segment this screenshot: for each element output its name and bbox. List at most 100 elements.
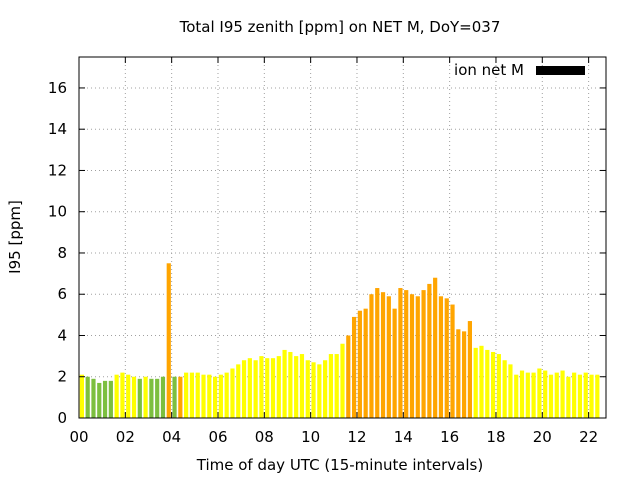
bars — [79, 263, 600, 418]
bar — [577, 374, 583, 418]
bar — [415, 296, 420, 418]
bar — [595, 374, 600, 418]
bar — [236, 364, 241, 418]
bar — [85, 376, 90, 418]
x-tick-label: 04 — [162, 428, 181, 446]
bar — [479, 345, 484, 418]
bar — [334, 354, 339, 418]
bar — [462, 331, 467, 418]
bar — [363, 308, 368, 418]
bar — [328, 354, 334, 418]
bar — [421, 290, 426, 418]
plot-frame — [78, 56, 607, 419]
bar — [514, 374, 519, 418]
bar — [247, 358, 252, 418]
bar — [450, 304, 455, 418]
x-tick-label: 12 — [347, 428, 366, 446]
bar — [97, 382, 102, 418]
y-tick-label: 4 — [57, 326, 67, 344]
bar — [560, 370, 565, 418]
bar — [519, 370, 525, 418]
bar — [114, 374, 119, 418]
bar — [369, 294, 374, 418]
bar — [409, 294, 415, 418]
bar — [195, 372, 200, 418]
bar — [270, 358, 276, 418]
bar — [531, 372, 536, 418]
bar — [508, 364, 513, 418]
bar — [120, 372, 125, 418]
bar — [589, 374, 594, 418]
bar — [230, 368, 235, 418]
bar — [444, 298, 449, 418]
bar — [102, 380, 108, 418]
bar — [427, 283, 432, 418]
y-axis-label: I95 [ppm] — [6, 200, 24, 274]
bar — [108, 380, 113, 418]
bar — [467, 321, 472, 418]
bar — [351, 316, 357, 418]
bar — [253, 360, 258, 418]
bar — [473, 347, 478, 418]
x-tick-label: 20 — [533, 428, 552, 446]
bar — [548, 374, 554, 418]
x-axis: 00 02 04 06 08 10 12 14 16 18 20 22 — [69, 57, 598, 446]
bar — [386, 296, 391, 418]
bar — [213, 376, 218, 418]
bar — [259, 356, 264, 418]
y-tick-label: 10 — [48, 203, 67, 221]
chart-title: Total I95 zenith [ppm] on NET M, DoY=037 — [179, 18, 501, 36]
bar — [438, 296, 444, 418]
bar — [276, 356, 281, 418]
bar — [172, 376, 177, 418]
x-tick-label: 10 — [301, 428, 320, 446]
bar — [583, 372, 588, 418]
bar — [502, 360, 507, 418]
bar — [79, 374, 84, 418]
bar — [131, 376, 137, 418]
grid — [79, 57, 606, 418]
bar — [357, 310, 362, 418]
bar — [392, 308, 397, 418]
legend-label: ion net M — [454, 61, 524, 79]
bar — [91, 378, 96, 418]
y-tick-label: 12 — [48, 161, 67, 179]
x-tick-label: 08 — [255, 428, 274, 446]
bar — [317, 364, 322, 418]
bar — [375, 288, 380, 418]
x-axis-label: Time of day UTC (15-minute intervals) — [196, 456, 483, 474]
y-axis: 0 2 4 6 8 10 12 14 16 — [48, 79, 606, 427]
bar — [299, 354, 305, 418]
bar — [572, 372, 577, 418]
x-tick-label: 14 — [394, 428, 413, 446]
bar — [282, 349, 287, 418]
bar — [184, 372, 189, 418]
bar — [525, 372, 530, 418]
bar — [137, 378, 142, 418]
bar — [265, 358, 270, 418]
bar — [433, 277, 438, 418]
bar — [404, 290, 409, 418]
x-tick-label: 22 — [579, 428, 598, 446]
bar — [305, 360, 310, 418]
bar — [189, 372, 195, 418]
bar — [554, 372, 559, 418]
y-tick-label: 6 — [57, 285, 67, 303]
bar — [166, 263, 171, 418]
bar — [224, 372, 229, 418]
bar — [218, 374, 223, 418]
bar — [143, 376, 148, 418]
bar — [178, 376, 183, 418]
bar — [149, 378, 154, 418]
x-tick-label: 02 — [116, 428, 135, 446]
bar — [380, 292, 386, 418]
bar — [126, 374, 131, 418]
bar — [294, 356, 299, 418]
x-tick-label: 18 — [486, 428, 505, 446]
bar — [566, 376, 571, 418]
bar — [241, 360, 247, 418]
bar — [207, 374, 212, 418]
bar — [485, 349, 490, 418]
legend-swatch — [536, 66, 585, 75]
